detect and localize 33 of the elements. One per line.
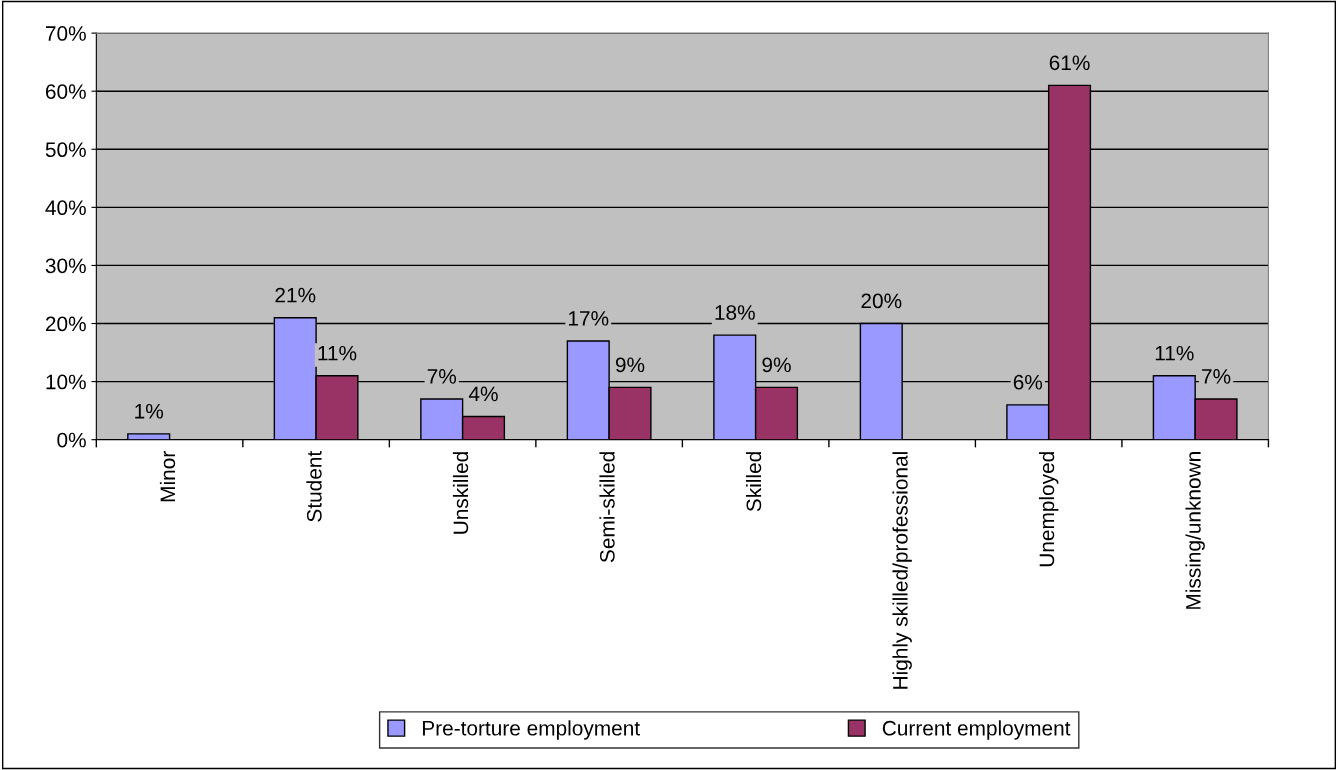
data-label: 7% bbox=[427, 369, 457, 384]
data-label: 21% bbox=[275, 287, 316, 303]
data-label: 11% bbox=[318, 345, 357, 361]
data-label: 20% bbox=[861, 293, 902, 309]
y-tick-label: 10% bbox=[46, 374, 86, 390]
y-tick-label: 40% bbox=[45, 200, 86, 216]
y-tick-label: 30% bbox=[45, 258, 86, 274]
data-label: 1% bbox=[135, 403, 164, 419]
x-tick-label: Semi-skilled bbox=[599, 452, 615, 563]
x-tick-label: Minor bbox=[159, 451, 176, 502]
x-tick-label: Skilled bbox=[745, 452, 762, 512]
x-tick-label: Highly skilled/professional bbox=[892, 452, 912, 689]
x-tick-label: Missing/unknown bbox=[1185, 452, 1205, 609]
y-tick-label: 60% bbox=[45, 84, 86, 99]
x-tick-label: Unskilled bbox=[452, 452, 469, 534]
data-label: 9% bbox=[762, 357, 791, 373]
data-label: 18% bbox=[715, 305, 755, 320]
y-tick-label: 70% bbox=[45, 26, 86, 41]
data-label: 7% bbox=[1202, 369, 1231, 384]
data-label: 6% bbox=[1013, 374, 1043, 390]
y-tick-label: 0% bbox=[57, 432, 86, 448]
data-label: 11% bbox=[1155, 345, 1194, 361]
data-label: 9% bbox=[615, 357, 645, 373]
legend-label: Pre-torture employment bbox=[422, 720, 640, 740]
data-label: 17% bbox=[568, 311, 609, 326]
bar bbox=[127, 433, 171, 440]
legend-label: Current employment bbox=[882, 720, 1071, 740]
y-tick-label: 20% bbox=[45, 316, 86, 332]
x-tick-label: Unemployed bbox=[1038, 452, 1059, 567]
data-label: 4% bbox=[468, 386, 498, 402]
data-label: 61% bbox=[1049, 55, 1090, 71]
x-tick-label: Student bbox=[306, 450, 322, 522]
y-tick-label: 50% bbox=[45, 142, 86, 158]
